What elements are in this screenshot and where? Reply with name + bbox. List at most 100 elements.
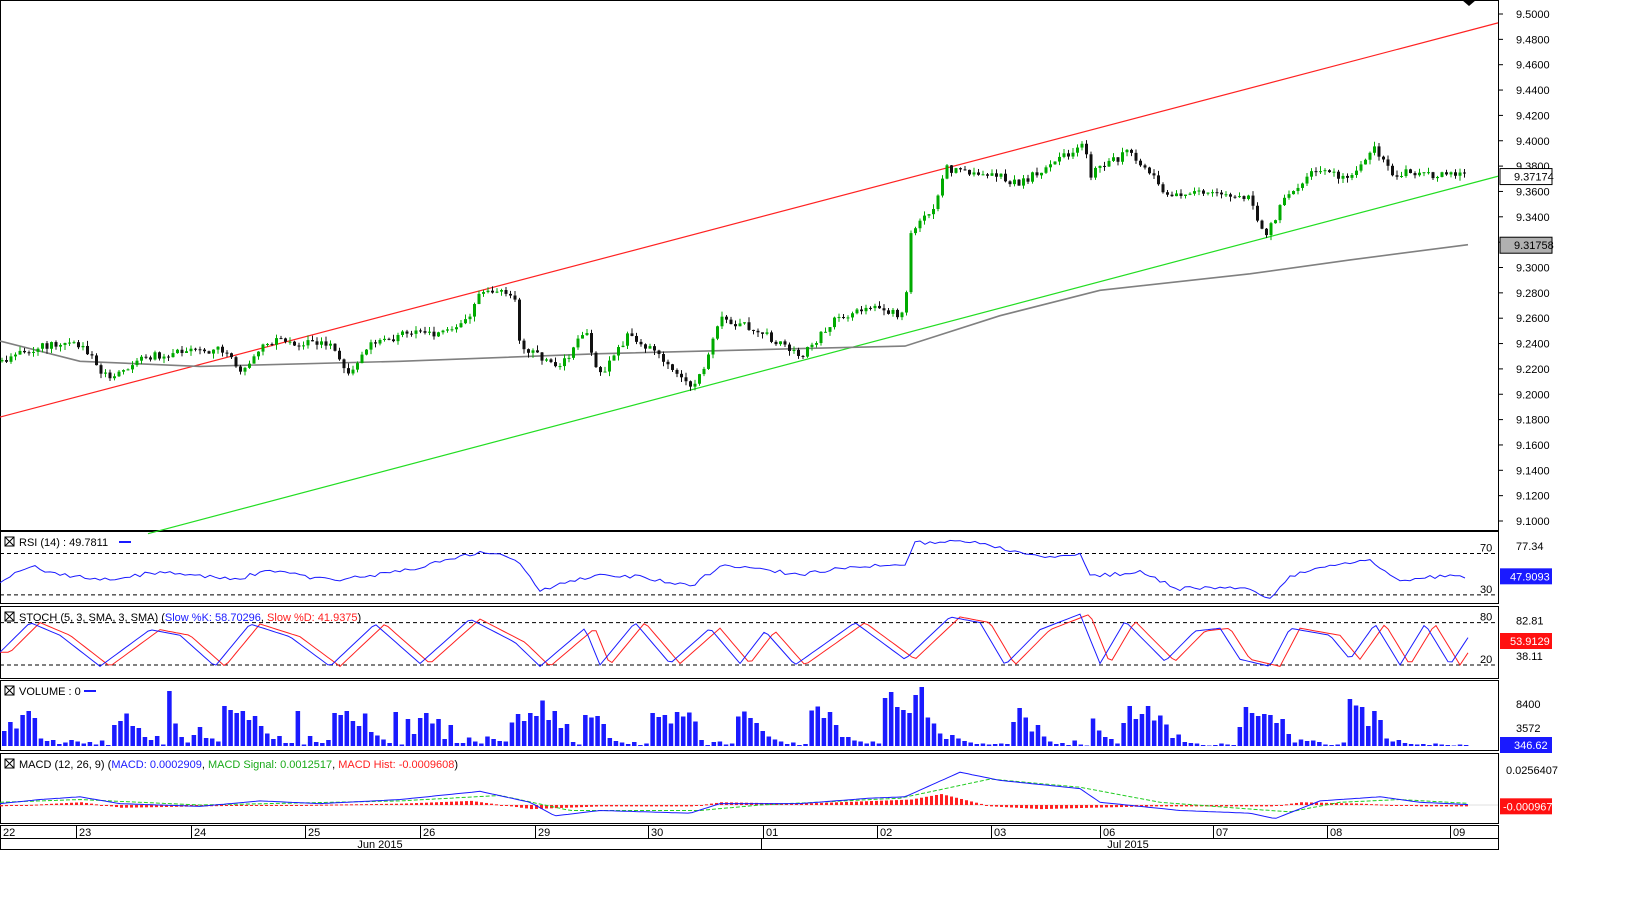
volume-bar: [240, 711, 246, 746]
lower-channel-line: [147, 175, 1499, 535]
candle-body: [378, 339, 382, 344]
volume-bar: [1206, 745, 1212, 746]
candle-body: [374, 342, 377, 344]
candle-body: [63, 342, 67, 345]
volume-bar: [118, 721, 123, 746]
candle-body: [815, 343, 818, 345]
volume-bar: [1066, 745, 1071, 746]
candle-body: [50, 342, 53, 349]
macd-hist-bar: [235, 805, 238, 806]
macd-hist-bar: [1245, 805, 1248, 807]
volume-bar: [479, 743, 484, 746]
macd-hist-bar: [540, 805, 543, 809]
volume-bar: [1433, 743, 1438, 746]
macd-hist-bar: [625, 805, 628, 807]
volume-bar: [974, 744, 980, 746]
candle-body: [419, 330, 422, 332]
macd-hist-bar: [1110, 805, 1113, 808]
volume-bar: [216, 741, 221, 746]
candle-body: [1233, 196, 1237, 198]
stoch-level-80: 80: [1480, 612, 1492, 624]
volume-bar: [497, 741, 502, 746]
macd-hist-bar: [420, 802, 423, 805]
rsi-close-icon[interactable]: [4, 536, 15, 547]
candle-body: [1373, 146, 1376, 153]
macd-hist-bar: [1145, 805, 1148, 807]
candle-body: [392, 339, 395, 342]
macd-hist-bar: [1070, 805, 1073, 809]
candle-body: [824, 331, 827, 333]
volume-bar: [870, 741, 876, 746]
candle-body: [986, 174, 989, 176]
macd-hist-bar: [1255, 805, 1258, 807]
macd-hist-bar: [1190, 805, 1193, 807]
upper-channel-line: [0, 22, 1499, 418]
macd-hist-bar: [1290, 803, 1293, 805]
volume-bar: [1200, 745, 1206, 746]
candle-body: [819, 331, 823, 344]
macd-hist-bar: [885, 800, 888, 805]
macd-hist-bar: [345, 804, 348, 806]
candle-body: [1098, 165, 1102, 168]
volume-bar: [503, 741, 509, 746]
candle-body: [1323, 170, 1327, 172]
volume-bar: [717, 741, 723, 746]
candle-body: [621, 345, 625, 348]
candle-body: [36, 348, 40, 352]
price-tick-label: 9.5000: [1516, 9, 1550, 21]
volume-bar: [1457, 744, 1463, 746]
candle-body: [639, 341, 643, 345]
candle-body: [1413, 173, 1417, 176]
macd-hist-bar: [685, 805, 688, 807]
candle-body: [149, 357, 152, 360]
macd-hist-bar: [1025, 805, 1028, 809]
candle-body: [860, 309, 863, 312]
candle-body: [1193, 191, 1196, 194]
macd-hist-bar: [1040, 805, 1043, 810]
stoch-close-icon[interactable]: [4, 611, 15, 622]
volume-panel-frame: [0, 680, 1499, 751]
macd-hist-bar: [225, 805, 228, 807]
volume-bar: [1231, 745, 1236, 746]
stoch-panel: 80 20 82.81 38.11 53.9129: [0, 612, 1552, 668]
scroll-marker-icon[interactable]: [1462, 0, 1476, 6]
macd-hist-bar: [1065, 805, 1068, 809]
macd-hist-bar: [20, 805, 23, 806]
macd-value-label: -0.0009671: [1503, 801, 1559, 813]
candle-body: [1184, 194, 1187, 196]
volume-close-icon[interactable]: [4, 685, 15, 696]
candle-body: [549, 359, 553, 363]
volume-bar: [148, 740, 154, 746]
candle-body: [1188, 193, 1192, 195]
candle-body: [270, 343, 274, 345]
candle-body: [567, 357, 571, 359]
macd-hist-bar: [960, 798, 963, 805]
candle-body: [257, 351, 260, 357]
macd-panel: 0.0256407 -0.0009671: [0, 765, 1559, 819]
candle-body: [450, 329, 454, 331]
candle-body: [162, 356, 166, 359]
macd-hist-bar: [1115, 805, 1118, 808]
candle-body: [707, 354, 710, 369]
macd-hist-bar: [1280, 805, 1283, 806]
macd-hist-bar: [1415, 805, 1418, 807]
volume-bar: [644, 743, 649, 746]
volume-bar: [1359, 707, 1365, 746]
macd-hist-bar: [485, 802, 488, 805]
candle-body: [905, 292, 908, 313]
volume-bar: [1323, 744, 1328, 746]
candle-body: [320, 341, 323, 345]
candle-body: [18, 350, 22, 355]
volume-bar: [393, 712, 398, 746]
macd-hist-bar: [1340, 803, 1343, 805]
macd-hist-bar: [70, 802, 73, 805]
candle-body: [77, 342, 80, 348]
candle-body: [126, 369, 130, 371]
macd-close-icon[interactable]: [4, 758, 15, 769]
candle-body: [41, 343, 44, 349]
candle-body: [72, 342, 76, 344]
volume-bar: [44, 741, 50, 746]
candle-body: [1422, 172, 1426, 174]
candle-body: [396, 334, 400, 342]
volume-bar: [901, 710, 906, 746]
